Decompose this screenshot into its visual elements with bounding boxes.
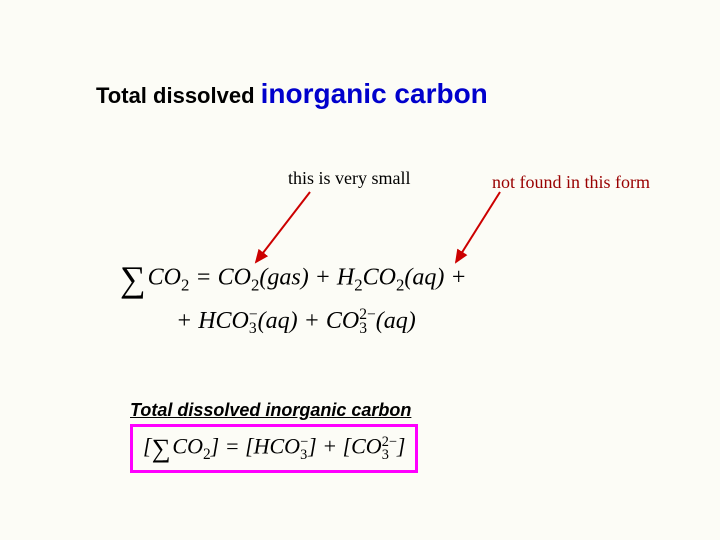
subtitle-total-dic: Total dissolved inorganic carbon <box>130 400 411 421</box>
arrow-to-co2gas <box>256 192 310 262</box>
equation-sum-line1: ∑CO2 = CO2(gas) + H2CO2(aq) + <box>120 258 467 300</box>
equation-sum-line2: + HCO−3(aq) + CO2−3(aq) <box>176 308 416 337</box>
arrow-to-h2co2 <box>456 192 500 262</box>
boxed-equation: [∑CO2] = [HCO−3] + [CO2−3] <box>130 424 418 473</box>
